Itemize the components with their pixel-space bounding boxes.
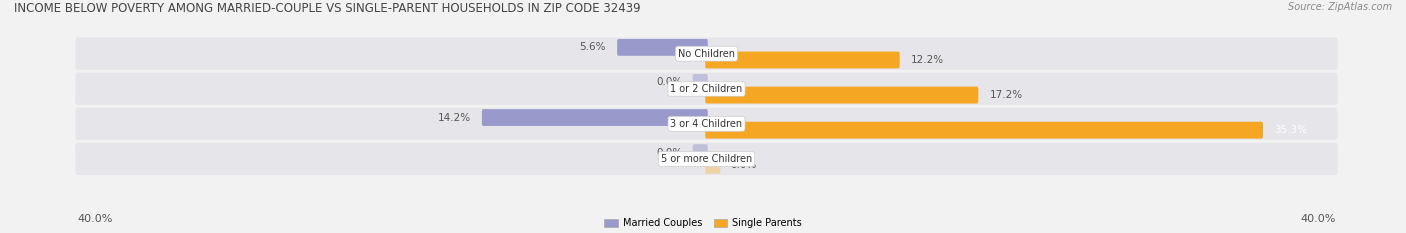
FancyBboxPatch shape	[76, 73, 1337, 105]
FancyBboxPatch shape	[693, 74, 707, 91]
FancyBboxPatch shape	[76, 38, 1337, 70]
Text: 0.0%: 0.0%	[730, 160, 756, 170]
FancyBboxPatch shape	[617, 39, 707, 56]
Text: 40.0%: 40.0%	[1301, 214, 1336, 224]
FancyBboxPatch shape	[693, 144, 707, 161]
Text: 0.0%: 0.0%	[657, 148, 683, 158]
Text: 40.0%: 40.0%	[77, 214, 112, 224]
Text: Source: ZipAtlas.com: Source: ZipAtlas.com	[1288, 2, 1392, 12]
Text: 0.0%: 0.0%	[657, 77, 683, 87]
Text: 35.3%: 35.3%	[1274, 125, 1308, 135]
FancyBboxPatch shape	[76, 108, 1337, 140]
Text: 14.2%: 14.2%	[437, 113, 471, 123]
Text: 12.2%: 12.2%	[911, 55, 943, 65]
Text: 17.2%: 17.2%	[990, 90, 1022, 100]
Text: 3 or 4 Children: 3 or 4 Children	[671, 119, 742, 129]
FancyBboxPatch shape	[706, 51, 900, 69]
Text: 1 or 2 Children: 1 or 2 Children	[671, 84, 742, 94]
Text: 5.6%: 5.6%	[579, 42, 606, 52]
FancyBboxPatch shape	[482, 109, 707, 126]
FancyBboxPatch shape	[706, 122, 1263, 139]
Text: 5 or more Children: 5 or more Children	[661, 154, 752, 164]
FancyBboxPatch shape	[76, 143, 1337, 175]
Text: No Children: No Children	[678, 49, 735, 59]
Legend: Married Couples, Single Parents: Married Couples, Single Parents	[605, 218, 801, 228]
Text: INCOME BELOW POVERTY AMONG MARRIED-COUPLE VS SINGLE-PARENT HOUSEHOLDS IN ZIP COD: INCOME BELOW POVERTY AMONG MARRIED-COUPL…	[14, 2, 641, 15]
FancyBboxPatch shape	[706, 87, 979, 103]
FancyBboxPatch shape	[706, 157, 720, 174]
